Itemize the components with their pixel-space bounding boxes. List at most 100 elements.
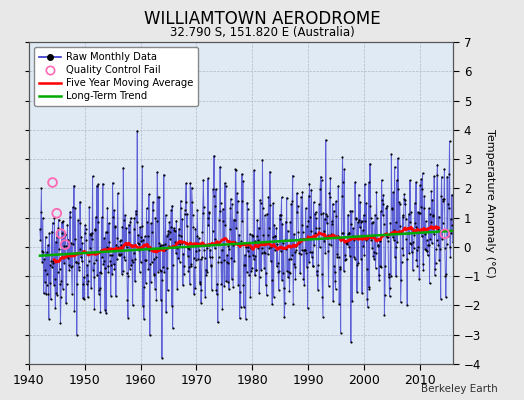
Point	[446, 254, 455, 260]
Point	[314, 262, 322, 268]
Point	[299, 276, 308, 282]
Point	[421, 246, 429, 252]
Point	[368, 218, 377, 225]
Point	[353, 262, 362, 268]
Point	[36, 226, 44, 232]
Point	[162, 309, 170, 316]
Point	[219, 206, 227, 212]
Point	[303, 305, 312, 311]
Point	[283, 228, 292, 234]
Point	[89, 266, 97, 273]
Point	[328, 221, 336, 227]
Point	[173, 286, 181, 292]
Point	[379, 201, 387, 208]
Text: WILLIAMTOWN AERODROME: WILLIAMTOWN AERODROME	[144, 10, 380, 28]
Point	[341, 252, 349, 259]
Point	[355, 191, 363, 198]
Point	[125, 229, 134, 236]
Point	[235, 240, 243, 246]
Point	[41, 234, 50, 240]
Point	[139, 236, 147, 243]
Point	[131, 278, 139, 284]
Point	[168, 302, 176, 309]
Point	[361, 218, 369, 224]
Point	[326, 194, 334, 201]
Point	[246, 294, 255, 300]
Point	[212, 287, 221, 293]
Point	[127, 242, 136, 248]
Point	[230, 258, 238, 264]
Point	[418, 170, 427, 176]
Point	[431, 266, 439, 272]
Point	[274, 269, 282, 275]
Point	[372, 250, 380, 257]
Point	[356, 199, 364, 206]
Point	[395, 228, 403, 234]
Point	[177, 232, 185, 239]
Point	[272, 224, 281, 231]
Point	[399, 252, 408, 258]
Point	[295, 250, 303, 256]
Point	[101, 265, 110, 271]
Point	[122, 225, 130, 231]
Point	[306, 248, 314, 255]
Point	[317, 211, 325, 217]
Point	[435, 257, 443, 263]
Point	[294, 240, 303, 246]
Point	[417, 176, 425, 183]
Point	[326, 175, 335, 181]
Point	[110, 266, 118, 272]
Point	[96, 309, 105, 315]
Point	[263, 210, 271, 217]
Point	[129, 250, 138, 256]
Point	[160, 268, 168, 275]
Point	[435, 229, 444, 235]
Point	[358, 290, 366, 296]
Point	[357, 256, 365, 262]
Point	[278, 221, 287, 227]
Point	[142, 257, 150, 263]
Point	[56, 266, 64, 272]
Point	[432, 237, 441, 243]
Point	[119, 164, 127, 171]
Point	[345, 244, 353, 250]
Point	[300, 282, 309, 288]
Point	[365, 179, 373, 186]
Point	[139, 303, 147, 310]
Point	[217, 259, 225, 265]
Y-axis label: Temperature Anomaly (°C): Temperature Anomaly (°C)	[485, 129, 495, 277]
Point	[394, 186, 402, 192]
Point	[177, 205, 185, 211]
Point	[339, 179, 347, 186]
Point	[208, 286, 216, 293]
Point	[155, 240, 163, 246]
Point	[301, 247, 310, 254]
Point	[356, 219, 365, 225]
Point	[441, 272, 450, 279]
Point	[45, 315, 53, 322]
Point	[65, 267, 73, 273]
Point	[271, 233, 279, 240]
Point	[59, 218, 68, 224]
Point	[58, 219, 66, 226]
Point	[97, 247, 105, 254]
Point	[377, 264, 385, 271]
Point	[204, 175, 212, 182]
Point	[254, 237, 263, 244]
Point	[243, 200, 252, 206]
Point	[51, 305, 60, 311]
Point	[427, 219, 435, 226]
Point	[110, 207, 118, 214]
Point	[59, 285, 67, 292]
Point	[243, 269, 251, 275]
Point	[384, 234, 392, 241]
Point	[412, 257, 421, 263]
Point	[252, 267, 260, 273]
Point	[339, 154, 347, 160]
Point	[240, 262, 248, 268]
Point	[260, 212, 269, 218]
Point	[150, 255, 158, 262]
Point	[426, 236, 434, 242]
Point	[62, 300, 70, 306]
Point	[222, 259, 231, 266]
